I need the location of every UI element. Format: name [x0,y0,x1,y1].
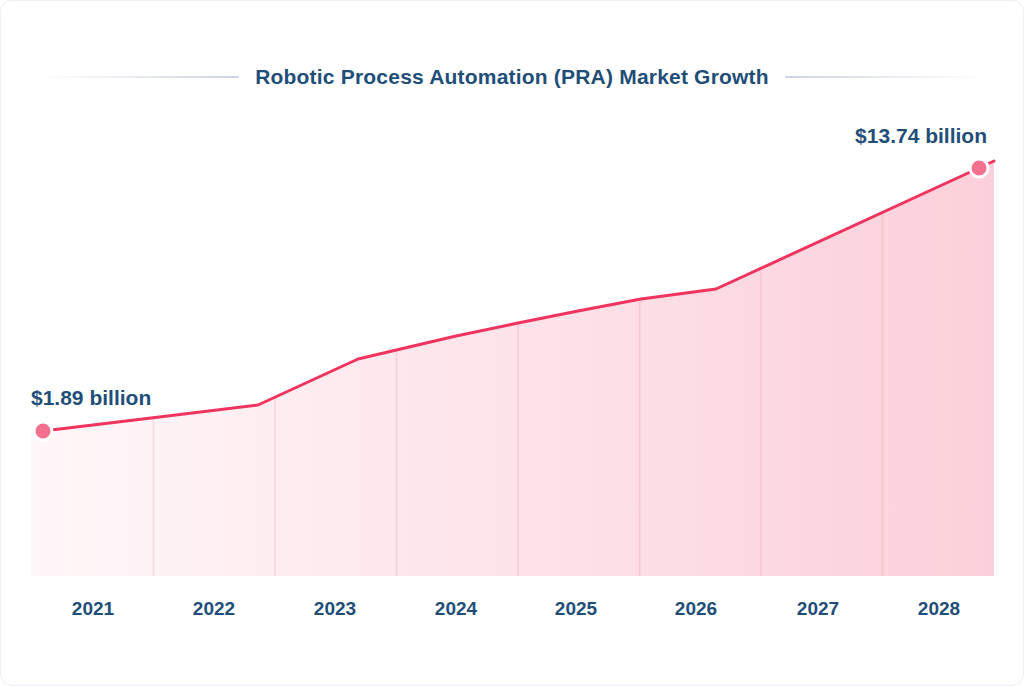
growth-chart [1,1,1024,686]
x-axis-label-2028: 2028 [918,598,960,620]
x-axis-label-2023: 2023 [314,598,356,620]
x-axis-label-2022: 2022 [193,598,235,620]
end-value-label: $13.74 billion [855,124,987,148]
end-point-marker [970,159,988,177]
x-axis-label-2027: 2027 [797,598,839,620]
x-axis-label-2024: 2024 [435,598,477,620]
x-axis-label-2021: 2021 [72,598,114,620]
start-value-label: $1.89 billion [31,386,151,410]
x-axis-label-2026: 2026 [675,598,717,620]
x-axis: 2021 2022 2023 2024 2025 2026 2027 2028 [1,598,1023,626]
infographic-card: Robotic Process Automation (PRA) Market … [0,0,1024,686]
start-point-marker [34,422,52,440]
x-axis-label-2025: 2025 [555,598,597,620]
area-fill [31,161,994,576]
